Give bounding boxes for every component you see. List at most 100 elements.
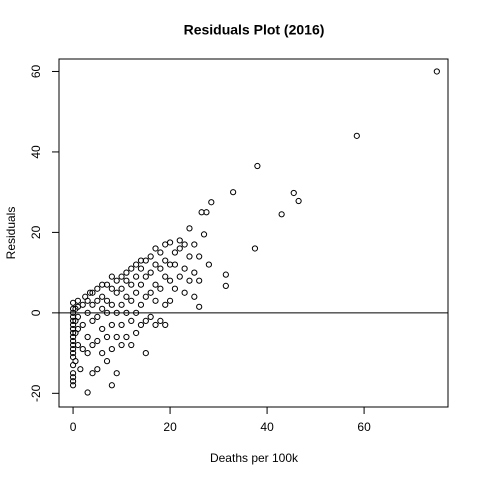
x-tick-label: 40 [260, 420, 274, 434]
point [113, 277, 120, 284]
point [137, 301, 145, 308]
point [162, 301, 169, 308]
point [152, 281, 159, 288]
point [74, 341, 82, 349]
point [108, 285, 115, 292]
point [123, 269, 130, 276]
point [74, 297, 82, 304]
point [128, 341, 135, 349]
x-tick-label: 60 [357, 420, 371, 434]
point [79, 301, 86, 308]
point [186, 277, 193, 284]
point [166, 277, 174, 284]
point [123, 293, 130, 300]
point [84, 349, 91, 357]
chart-title: Residuals Plot (2016) [184, 22, 325, 38]
point [118, 321, 125, 329]
point [176, 237, 183, 244]
point [290, 189, 297, 197]
point [69, 349, 77, 357]
point [137, 265, 145, 272]
point [118, 273, 125, 280]
point [181, 241, 188, 248]
point [171, 285, 179, 292]
point [72, 358, 79, 365]
point [108, 321, 115, 329]
point [295, 197, 302, 205]
point [142, 349, 149, 357]
point [171, 261, 179, 268]
point [200, 231, 208, 238]
point [176, 245, 183, 252]
point [157, 317, 164, 325]
point [99, 293, 106, 300]
point [99, 305, 106, 312]
point [222, 271, 229, 278]
point [191, 293, 198, 300]
point [254, 162, 261, 170]
point [157, 285, 164, 292]
point [69, 329, 77, 337]
point [128, 317, 135, 325]
point [103, 309, 111, 316]
point [74, 313, 82, 320]
point [94, 337, 101, 345]
point [118, 285, 125, 292]
point [79, 345, 86, 353]
point [99, 325, 106, 333]
point [191, 241, 198, 248]
point [123, 309, 130, 316]
point [108, 345, 115, 353]
point [94, 366, 101, 373]
point [196, 303, 203, 310]
point [113, 370, 120, 377]
point [113, 333, 120, 341]
point [113, 289, 120, 296]
y-tick-label: 20 [29, 225, 43, 239]
point [94, 297, 101, 304]
point [69, 370, 77, 377]
point [142, 273, 149, 280]
point [103, 281, 111, 288]
point [74, 325, 82, 333]
y-tick-label: 0 [29, 309, 43, 316]
point [84, 389, 91, 396]
point [69, 382, 77, 389]
point [84, 333, 91, 341]
point [103, 358, 111, 365]
y-tick-label: 60 [29, 64, 43, 78]
point [94, 285, 101, 292]
point [69, 345, 77, 353]
point [222, 282, 229, 290]
point [142, 293, 149, 300]
point [186, 225, 193, 232]
point [133, 309, 140, 316]
point [181, 289, 188, 296]
point [152, 261, 159, 268]
point [433, 68, 440, 75]
y-tick-label: 40 [29, 145, 43, 159]
point [137, 281, 145, 288]
point [196, 277, 203, 284]
point [108, 273, 115, 280]
point [137, 321, 145, 329]
point [77, 366, 84, 373]
point [208, 199, 215, 206]
point [128, 281, 135, 288]
point [69, 378, 77, 385]
point [86, 289, 94, 296]
x-axis-label: Deaths per 100k [210, 451, 299, 465]
point [162, 273, 169, 280]
point [166, 239, 174, 246]
point [147, 269, 154, 276]
point [108, 301, 115, 308]
point [142, 257, 149, 264]
point [166, 297, 174, 304]
point [147, 289, 154, 296]
point [147, 253, 154, 260]
point [142, 317, 149, 325]
y-axis-label: Residuals [4, 207, 18, 260]
point [118, 341, 125, 349]
point [69, 337, 77, 345]
x-tick-label: 20 [163, 420, 177, 434]
